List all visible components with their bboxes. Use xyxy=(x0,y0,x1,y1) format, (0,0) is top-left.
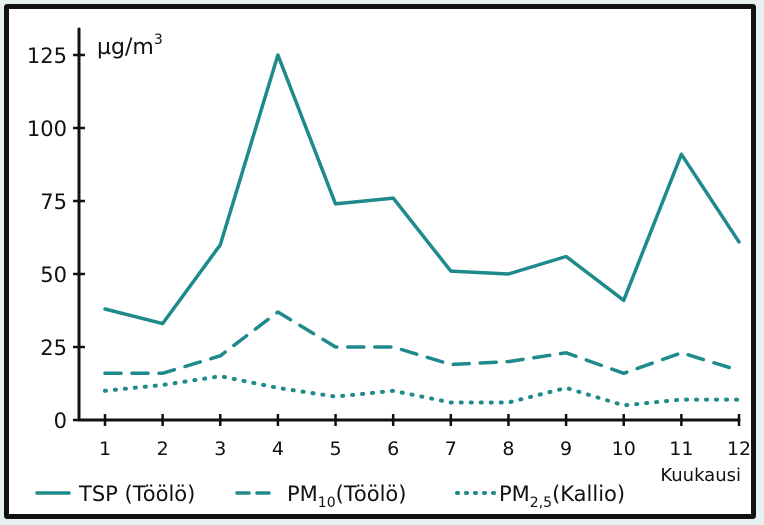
chart-frame: 0 25 50 75 100 125 1 2 3 4 5 6 7 8 9 10 11 12 µg/m3 Kuuka… xyxy=(4,4,756,519)
series-line-dashed xyxy=(103,310,741,376)
legend-label-rest: (Töölö) xyxy=(336,482,407,506)
x-tick-label: 12 xyxy=(727,438,751,460)
x-axis-ticks: 1 2 3 4 5 6 7 8 9 10 11 12 xyxy=(99,414,751,460)
legend-label-rest: (Kallio) xyxy=(552,482,625,506)
y-tick-label: 75 xyxy=(40,190,67,214)
legend-label: TSP (Töölö) xyxy=(78,482,195,506)
x-tick-label: 9 xyxy=(560,438,572,460)
axis-lines xyxy=(77,27,741,422)
y-tick-label: 25 xyxy=(40,336,67,360)
legend-label: PM10(Töölö) xyxy=(287,482,406,511)
axes xyxy=(77,27,741,422)
legend: TSP (Töölö) PM10(Töölö) PM2,5(Kallio) xyxy=(35,482,625,511)
legend-label-base: PM xyxy=(499,482,530,506)
y-tick-label: 50 xyxy=(40,263,67,287)
y-tick-label: 125 xyxy=(27,44,67,68)
legend-label-sub: 2,5 xyxy=(530,495,552,511)
x-axis-label: Kuukausi xyxy=(660,465,741,486)
x-tick-label: 3 xyxy=(214,438,226,460)
x-tick-label: 11 xyxy=(669,438,693,460)
legend-label-sub: 10 xyxy=(318,495,336,511)
x-tick-label: 5 xyxy=(329,438,341,460)
x-tick-label: 1 xyxy=(99,438,111,460)
y-axis-ticks: 0 25 50 75 100 125 xyxy=(27,44,85,433)
x-tick-label: 10 xyxy=(612,438,636,460)
series-lines xyxy=(103,53,741,408)
x-tick-label: 6 xyxy=(387,438,399,460)
y-axis-label: µg/m3 xyxy=(97,32,163,60)
x-tick-label: 4 xyxy=(272,438,284,460)
y-axis-label-base: µg/m xyxy=(97,35,154,60)
x-tick-label: 2 xyxy=(157,438,169,460)
series-line-solid xyxy=(103,53,741,326)
x-tick-label: 8 xyxy=(502,438,514,460)
legend-label-base: PM xyxy=(287,482,318,506)
y-axis-label-sup: 3 xyxy=(154,32,163,48)
series-line-dotted xyxy=(103,374,741,408)
y-tick-label: 0 xyxy=(54,409,67,433)
x-tick-label: 7 xyxy=(445,438,457,460)
legend-label: PM2,5(Kallio) xyxy=(499,482,625,511)
y-tick-label: 100 xyxy=(27,117,67,141)
